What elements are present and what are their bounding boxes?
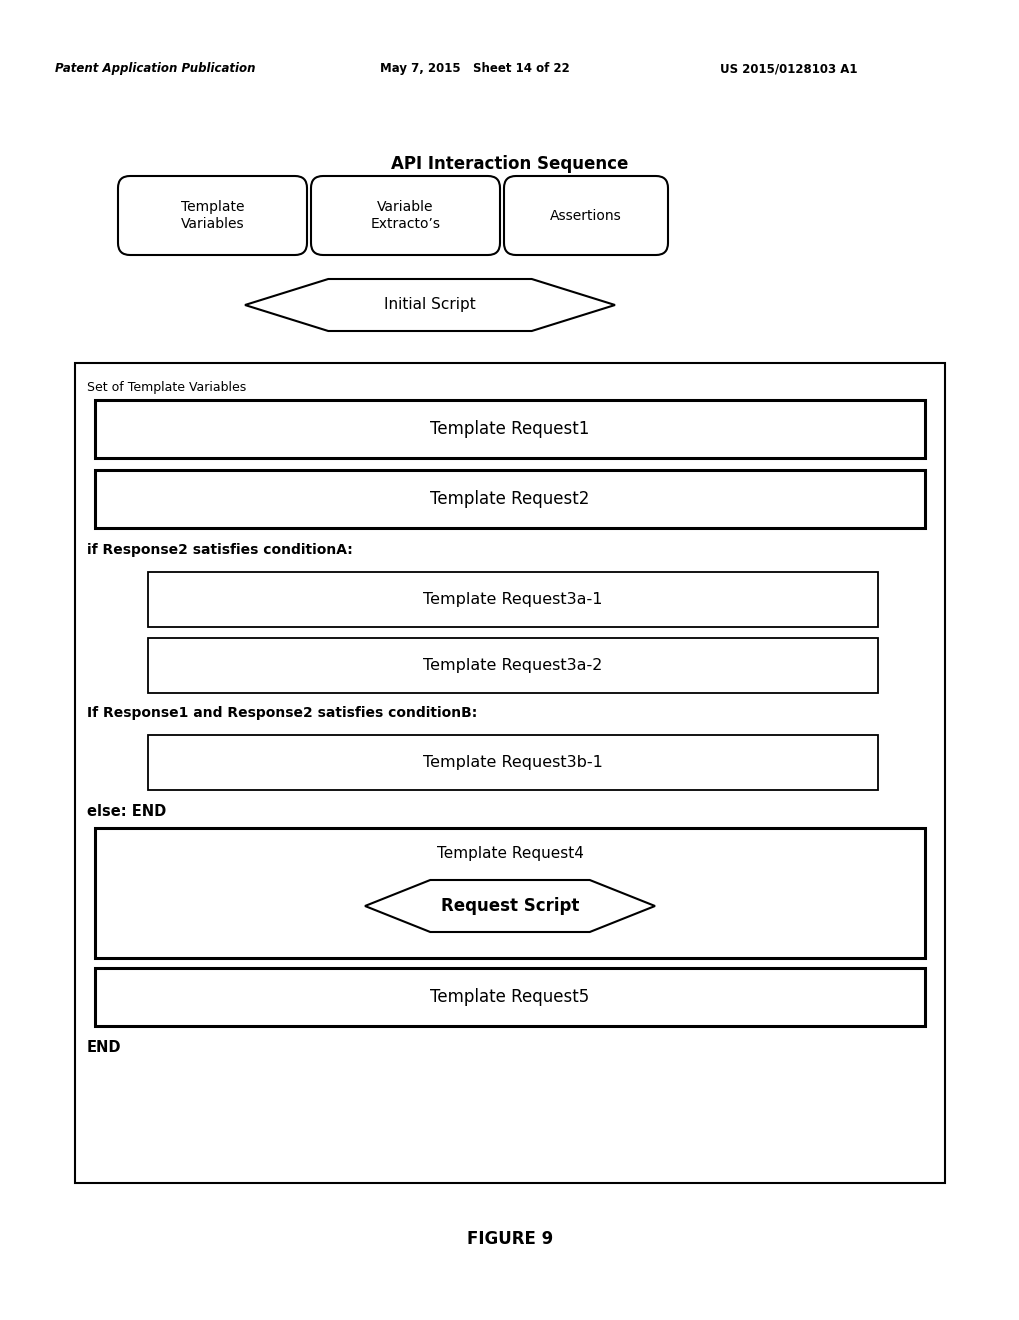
Text: US 2015/0128103 A1: US 2015/0128103 A1 bbox=[719, 62, 857, 75]
Text: Request Script: Request Script bbox=[440, 898, 579, 915]
Text: May 7, 2015   Sheet 14 of 22: May 7, 2015 Sheet 14 of 22 bbox=[380, 62, 570, 75]
Text: Assertions: Assertions bbox=[549, 209, 622, 223]
Text: FIGURE 9: FIGURE 9 bbox=[467, 1230, 552, 1247]
Text: Initial Script: Initial Script bbox=[384, 297, 476, 313]
Text: Template Request1: Template Request1 bbox=[430, 420, 589, 438]
Text: Template Request5: Template Request5 bbox=[430, 987, 589, 1006]
Text: if Response2 satisfies conditionA:: if Response2 satisfies conditionA: bbox=[87, 543, 353, 557]
Text: END: END bbox=[87, 1040, 121, 1055]
Text: Template Request2: Template Request2 bbox=[430, 490, 589, 508]
Text: Template Request3a-2: Template Request3a-2 bbox=[423, 657, 602, 673]
Text: Variable
Extracto’s: Variable Extracto’s bbox=[370, 201, 440, 231]
Text: Template
Variables: Template Variables bbox=[180, 201, 245, 231]
Text: else: END: else: END bbox=[87, 804, 166, 818]
Text: Set of Template Variables: Set of Template Variables bbox=[87, 381, 246, 393]
Text: Template Request3b-1: Template Request3b-1 bbox=[423, 755, 602, 770]
Text: Template Request3a-1: Template Request3a-1 bbox=[423, 591, 602, 607]
Text: API Interaction Sequence: API Interaction Sequence bbox=[391, 154, 628, 173]
Text: Patent Application Publication: Patent Application Publication bbox=[55, 62, 255, 75]
Text: If Response1 and Response2 satisfies conditionB:: If Response1 and Response2 satisfies con… bbox=[87, 706, 477, 719]
Text: Template Request4: Template Request4 bbox=[436, 846, 583, 861]
